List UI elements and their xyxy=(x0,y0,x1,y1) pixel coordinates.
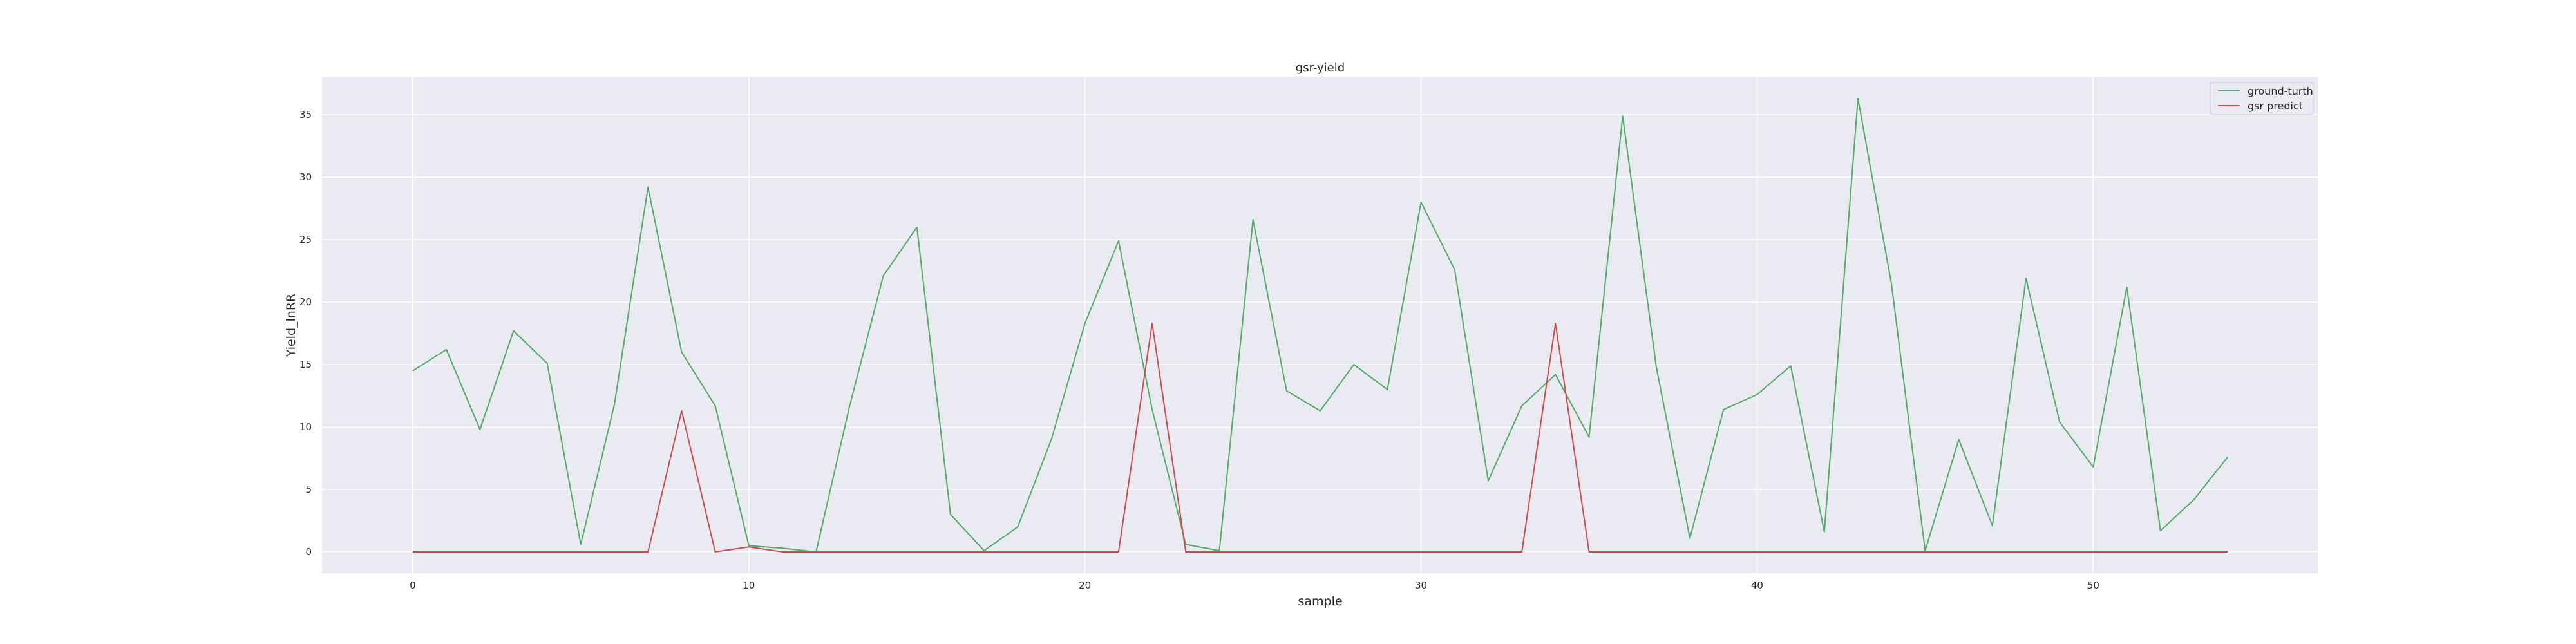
y-tick-label: 5 xyxy=(305,484,312,495)
y-tick-label: 25 xyxy=(299,234,312,245)
tick-labels: 0 10 20 30 40 50 0 5 10 15 20 25 30 35 xyxy=(299,109,2099,591)
plot-background xyxy=(322,77,2318,573)
x-axis-label: sample xyxy=(1298,594,1342,609)
x-tick-label: 50 xyxy=(2087,580,2099,591)
y-tick-label: 20 xyxy=(299,296,312,308)
series-lines xyxy=(412,97,2228,553)
x-tick-label: 0 xyxy=(410,580,416,591)
legend-label-ground-turth: ground-turth xyxy=(2248,85,2313,97)
y-tick-label: 0 xyxy=(305,546,312,558)
chart-title: gsr-yield xyxy=(1296,61,1345,75)
y-tick-label: 15 xyxy=(299,359,312,370)
x-tick-label: 40 xyxy=(1751,580,1763,591)
grid xyxy=(322,77,2318,573)
x-tick-label: 30 xyxy=(1415,580,1427,591)
x-tick-label: 20 xyxy=(1079,580,1091,591)
y-tick-label: 10 xyxy=(299,421,312,433)
legend: ground-turth gsr predict xyxy=(2210,82,2314,115)
x-tick-label: 10 xyxy=(743,580,755,591)
series-line-gsr-predict xyxy=(412,323,2228,553)
legend-label-gsr-predict: gsr predict xyxy=(2248,100,2303,112)
y-tick-label: 30 xyxy=(299,171,312,183)
y-axis-label: Yield_lnRR xyxy=(284,294,298,357)
y-tick-label: 35 xyxy=(299,109,312,120)
series-line-ground-turth xyxy=(412,97,2228,553)
